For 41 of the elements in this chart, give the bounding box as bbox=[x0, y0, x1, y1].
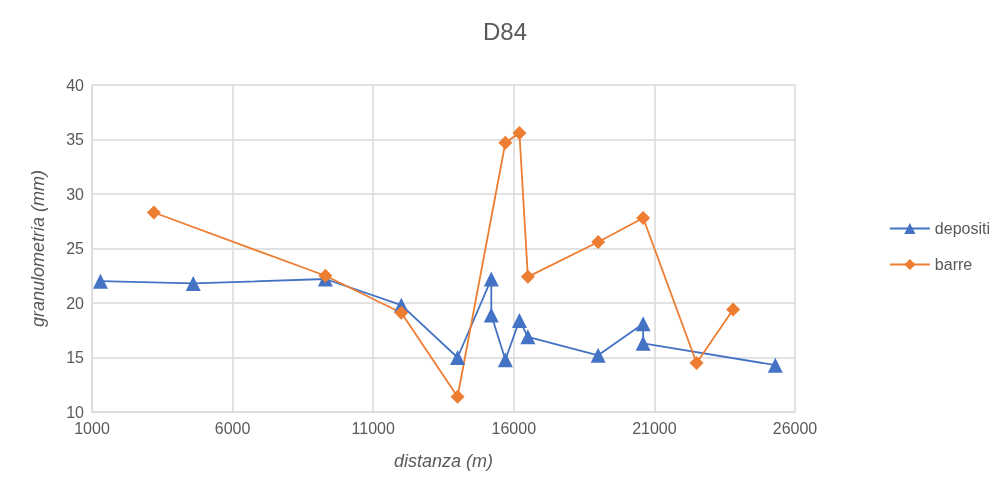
point bbox=[635, 316, 651, 332]
x-tick-label: 6000 bbox=[214, 419, 251, 437]
point bbox=[591, 234, 606, 249]
x-axis-title: distanza (m) bbox=[393, 451, 494, 471]
point bbox=[318, 268, 333, 283]
y-tick-label: 15 bbox=[66, 349, 85, 366]
point bbox=[590, 347, 606, 363]
legend-label: barre bbox=[934, 256, 973, 273]
y-tick-label: 10 bbox=[66, 403, 85, 421]
x-tick-label: 26000 bbox=[772, 419, 818, 437]
point bbox=[726, 302, 741, 317]
point bbox=[636, 210, 651, 225]
x-tick-label: 21000 bbox=[632, 419, 677, 437]
x-tick-label: 1000 bbox=[74, 419, 110, 437]
point bbox=[520, 269, 535, 284]
y-tick-label: 25 bbox=[66, 240, 85, 257]
point bbox=[767, 357, 783, 373]
legend-label: depositi bbox=[934, 220, 991, 237]
y-tick-label: 20 bbox=[66, 294, 85, 312]
chart-title: D84 bbox=[482, 17, 528, 45]
point bbox=[483, 271, 499, 287]
point bbox=[520, 329, 536, 345]
point bbox=[511, 312, 527, 328]
y-axis-title: granulometria (mm) bbox=[28, 169, 48, 328]
point bbox=[512, 125, 527, 140]
y-tick-label: 35 bbox=[66, 131, 85, 148]
point bbox=[498, 135, 513, 150]
x-tick-label: 16000 bbox=[491, 419, 537, 437]
y-tick-label: 40 bbox=[66, 76, 85, 94]
point bbox=[689, 355, 704, 370]
point bbox=[483, 307, 499, 323]
point bbox=[185, 275, 201, 291]
point bbox=[146, 205, 161, 220]
point bbox=[92, 273, 108, 289]
y-tick-label: 30 bbox=[66, 185, 85, 203]
point bbox=[394, 305, 409, 320]
point bbox=[450, 389, 465, 404]
point bbox=[497, 352, 513, 368]
x-tick-label: 11000 bbox=[351, 419, 395, 437]
point bbox=[635, 335, 651, 351]
point bbox=[450, 350, 466, 365]
